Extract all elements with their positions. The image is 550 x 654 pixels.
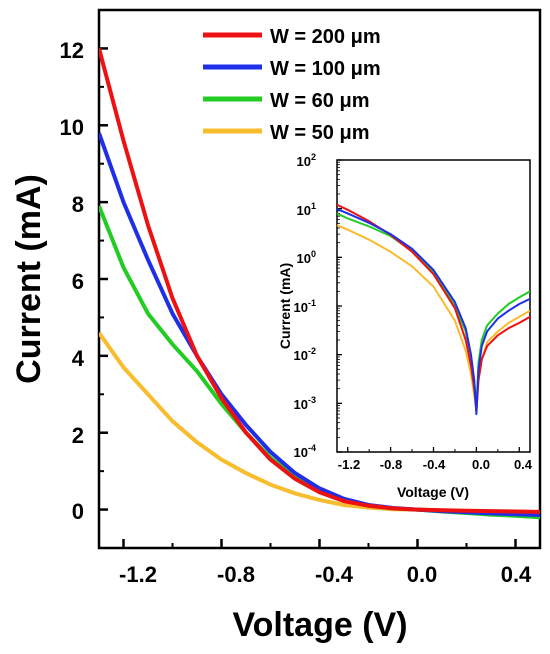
main-x-tick-label: 0.0	[407, 562, 438, 587]
main-y-tick-label: 0	[72, 499, 84, 524]
main-y-tick-label: 4	[72, 346, 85, 371]
main-x-tick-labels: -1.2 -0.8 -0.4 0.0 0.4	[119, 562, 532, 587]
main-x-tick-label: 0.4	[501, 562, 532, 587]
main-y-tick-label: 6	[72, 269, 84, 294]
series-w200-line	[99, 47, 540, 514]
main-y-tick-label: 8	[72, 192, 84, 217]
main-x-tick-label: -1.2	[119, 562, 157, 587]
inset-x-tick-label: -0.4	[423, 457, 446, 472]
inset-y-tick-label: 10-4	[294, 443, 316, 460]
inset-y-tick-label: 101	[297, 201, 316, 218]
main-x-tick-label: -0.8	[217, 562, 255, 587]
y-axis-title: Current (mA)	[10, 174, 48, 384]
inset-y-tick-label: 10-1	[294, 298, 316, 315]
inset-y-axis-title: Current (mA)	[277, 263, 293, 349]
main-y-tick-label: 10	[60, 115, 84, 140]
inset-x-tick-label: -1.2	[338, 457, 360, 472]
inset-y-tick-label: 10-3	[294, 395, 316, 412]
inset-y-tick-label: 102	[297, 152, 316, 169]
main-x-tick-label: -0.4	[315, 562, 354, 587]
inset-y-tick-label: 10-2	[294, 346, 316, 363]
inset-x-tick-label: 0.4	[514, 457, 533, 472]
inset-plot-frame	[336, 159, 531, 453]
main-y-tick-labels: 0 2 4 6 8 10 12	[60, 38, 85, 524]
inset-series-w100-line	[337, 208, 530, 416]
main-series-lines	[99, 47, 540, 520]
inset-y-tick-labels: 102 101 100 10-1 10-2 10-3 10-4	[294, 152, 316, 460]
legend-label-w60: W = 60 μm	[270, 90, 370, 112]
inset-x-tick-labels: -1.2 -0.8 -0.4 0.0 0.4	[338, 457, 533, 472]
legend-label-w100: W = 100 μm	[270, 58, 381, 80]
inset-series-lines	[337, 203, 530, 416]
inset-x-tick-label: 0.0	[472, 457, 490, 472]
inset-x-axis-title: Voltage (V)	[397, 484, 469, 500]
legend: W = 200 μm W = 100 μm W = 60 μm W = 50 μ…	[203, 26, 381, 144]
inset-x-tick-label: -0.8	[380, 457, 402, 472]
main-y-tick-label: 12	[60, 38, 84, 63]
legend-label-w200: W = 200 μm	[270, 26, 381, 48]
legend-label-w50: W = 50 μm	[270, 122, 370, 144]
x-axis-title: Voltage (V)	[232, 606, 407, 644]
inset-y-tick-label: 100	[297, 249, 316, 266]
main-y-tick-label: 2	[72, 423, 84, 448]
